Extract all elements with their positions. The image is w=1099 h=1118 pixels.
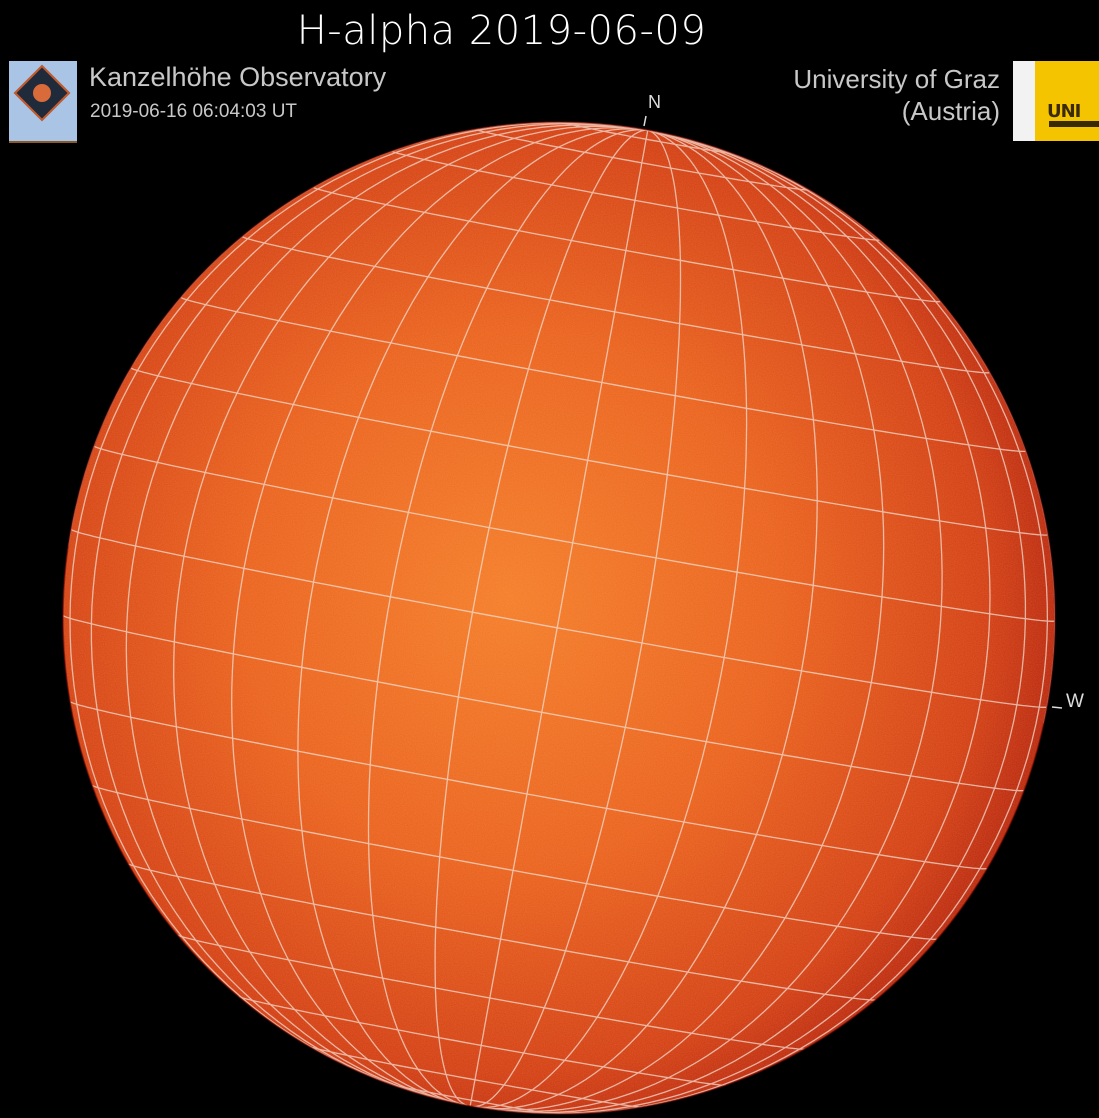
uni-logo-bar xyxy=(1049,121,1099,127)
university-name: University of Graz xyxy=(793,64,1000,94)
longitude-line xyxy=(125,124,648,1101)
longitude-line xyxy=(434,129,648,1107)
west-tick xyxy=(1051,706,1063,709)
longitude-line xyxy=(483,129,943,1113)
observatory-name: Kanzelhöhe Observatory xyxy=(89,62,387,92)
longitude-line xyxy=(69,122,648,1090)
longitude-line xyxy=(367,129,648,1106)
longitude-line xyxy=(473,129,682,1108)
uni-logo-yellow-block xyxy=(1035,61,1099,141)
university-country: (Austria) xyxy=(901,96,1000,126)
kso-sun-icon xyxy=(29,80,55,106)
north-tick xyxy=(643,115,647,127)
observation-timestamp: 2019-06-16 06:04:03 UT xyxy=(90,101,298,122)
longitude-line xyxy=(297,128,648,1105)
longitude-line xyxy=(502,129,1027,1114)
uni-logo-text: UNI xyxy=(1047,101,1081,122)
longitude-line xyxy=(469,129,649,1107)
longitude-line xyxy=(231,126,648,1105)
sun-limb xyxy=(62,121,1056,1115)
longitude-line xyxy=(537,129,1049,1114)
longitude-line xyxy=(475,129,748,1109)
west-label: W xyxy=(1066,691,1084,712)
longitude-line xyxy=(90,122,648,1100)
kso-diamond-icon xyxy=(13,64,71,122)
longitude-line xyxy=(478,129,818,1110)
north-label: N xyxy=(648,92,661,112)
longitude-line xyxy=(173,125,648,1105)
kso-logo-icon xyxy=(9,61,77,143)
uni-graz-logo-icon: UNI xyxy=(1013,61,1099,141)
longitude-line xyxy=(481,129,885,1111)
page-title: H-alpha 2019-06-09 xyxy=(296,8,707,54)
longitude-line xyxy=(499,129,991,1114)
